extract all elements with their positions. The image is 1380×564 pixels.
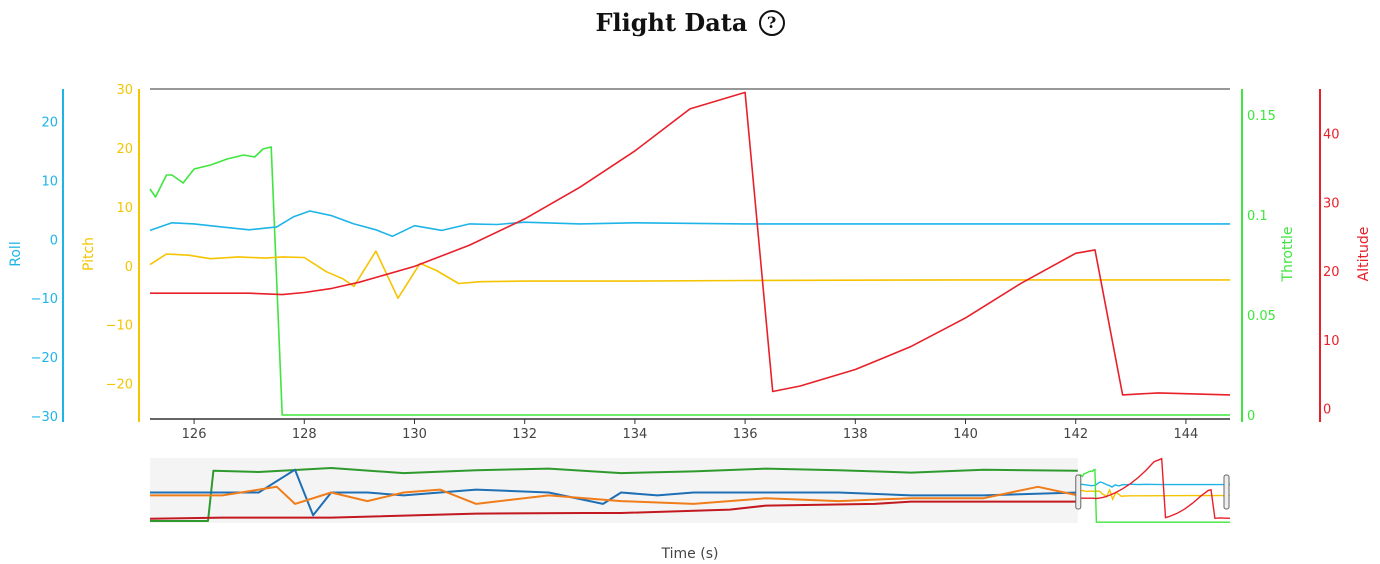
overview-line-throttle: [150, 467, 1078, 522]
throttle-tick-label: 0.15: [1247, 109, 1276, 124]
throttle-axis-label: Throttle: [1280, 227, 1296, 283]
altitude-tick-label: 0: [1323, 403, 1331, 418]
x-tick-label: 142: [1063, 427, 1088, 442]
overview-window-line-throttle: [1077, 468, 1230, 523]
x-tick-label: 136: [733, 427, 758, 442]
roll-tick-label: −20: [31, 351, 58, 366]
series-line-roll: [149, 210, 1230, 238]
overview-window-line-pitch: [1077, 487, 1230, 502]
overview-line-altitude: [149, 500, 1078, 520]
x-tick-label: 134: [622, 427, 647, 442]
pitch-tick-label: −10: [106, 319, 133, 334]
overview-line-pitch: [150, 485, 1079, 505]
altitude-tick-label: 30: [1323, 196, 1340, 211]
pitch-tick-label: 20: [116, 142, 133, 157]
range-handle-left[interactable]: [1075, 474, 1082, 510]
series-line-altitude: [150, 91, 1231, 396]
throttle-tick-label: 0: [1247, 409, 1255, 424]
x-tick-label: 126: [182, 427, 207, 442]
x-tick-label: 140: [953, 427, 978, 442]
roll-tick-label: 0: [50, 233, 58, 248]
overview-window-line-altitude: [1077, 457, 1231, 520]
pitch-tick-label: 30: [116, 83, 133, 98]
help-icon[interactable]: ?: [758, 9, 785, 36]
pitch-axis-label: Pitch: [81, 237, 97, 271]
pitch-tick-label: 0: [125, 260, 133, 275]
altitude-tick-label: 10: [1323, 334, 1340, 349]
chart-title-row: Flight Data ?: [0, 8, 1380, 37]
roll-tick-label: 10: [41, 174, 58, 189]
altitude-tick-label: 40: [1323, 128, 1340, 143]
altitude-tick-label: 20: [1323, 265, 1340, 280]
pitch-tick-label: −20: [106, 378, 133, 393]
pitch-tick-label: 10: [116, 201, 133, 216]
x-tick-label: 144: [1174, 427, 1199, 442]
range-handle-right[interactable]: [1223, 474, 1230, 510]
throttle-tick-label: 0.1: [1247, 209, 1268, 224]
roll-tick-label: −10: [31, 292, 58, 307]
chart-title: Flight Data: [595, 8, 748, 37]
series-line-throttle: [149, 146, 1230, 416]
x-tick-label: 138: [843, 427, 868, 442]
roll-axis-label: Roll: [8, 241, 24, 266]
series-line-pitch: [149, 250, 1230, 300]
roll-tick-label: −30: [31, 410, 58, 425]
x-tick-label: 132: [512, 427, 537, 442]
x-tick-label: 128: [292, 427, 317, 442]
roll-tick-label: 20: [41, 115, 58, 130]
throttle-tick-label: 0.05: [1247, 309, 1276, 324]
overview-window-line-roll: [1077, 481, 1230, 488]
altitude-axis-label: Altitude: [1356, 227, 1372, 282]
x-tick-label: 130: [402, 427, 427, 442]
x-axis-label: Time (s): [661, 546, 719, 562]
